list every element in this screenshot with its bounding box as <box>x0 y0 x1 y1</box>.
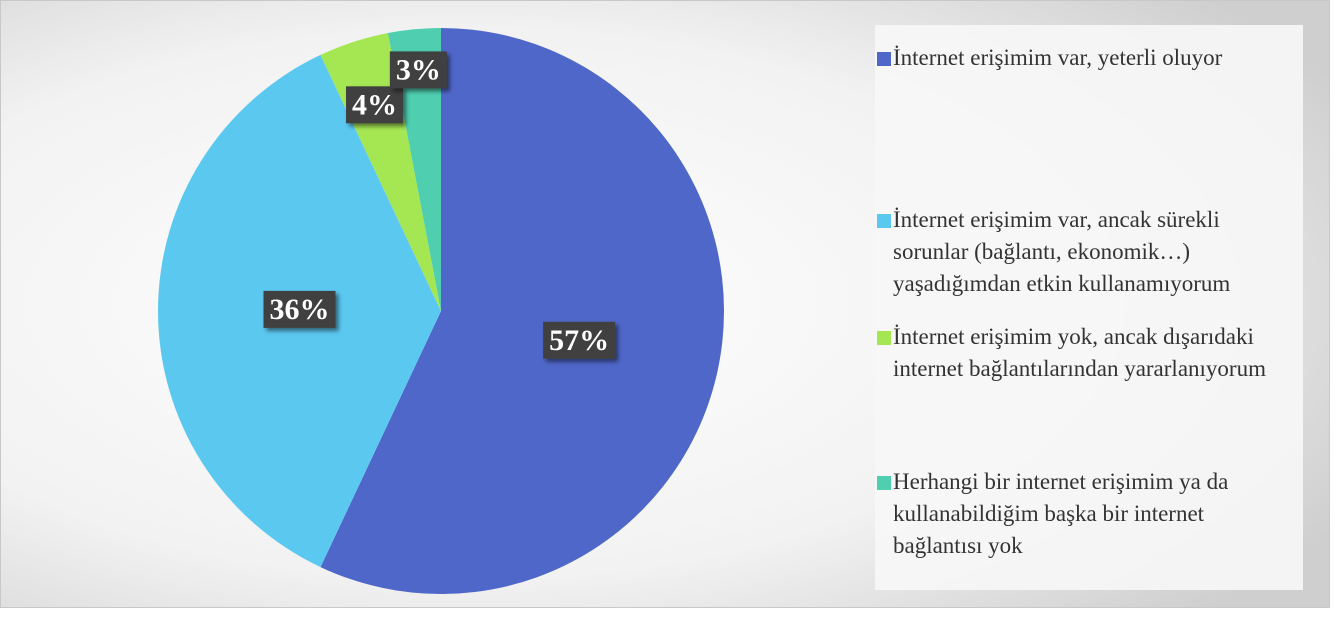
legend-item: İnternet erişimim var, ancak sürekli sor… <box>877 204 1293 300</box>
legend-swatch <box>877 331 891 345</box>
data-label: 3% <box>389 51 447 89</box>
legend-item: İnternet erişimim yok, ancak dışarıdaki … <box>877 321 1293 385</box>
legend-label: İnternet erişimim var, ancak sürekli sor… <box>893 207 1231 296</box>
data-label-box <box>346 86 404 124</box>
legend-swatch <box>877 476 891 490</box>
data-label-text: 4% <box>352 88 397 121</box>
legend-label: Herhangi bir internet erişimim ya da kul… <box>893 469 1229 558</box>
data-label-box <box>389 51 447 89</box>
legend-item: İnternet erişimim var, yeterli oluyor <box>877 42 1293 74</box>
data-label: 36% <box>263 290 336 328</box>
legend-swatch <box>877 52 891 66</box>
legend-background <box>875 25 1303 590</box>
data-label: 4% <box>346 86 404 124</box>
data-label-text: 57% <box>549 324 609 357</box>
data-label-text: 3% <box>396 53 441 86</box>
legend-item: Herhangi bir internet erişimim ya da kul… <box>877 466 1293 562</box>
legend-swatch <box>877 214 891 228</box>
data-label-text: 36% <box>270 293 330 326</box>
data-label-box <box>543 321 616 359</box>
legend-label: İnternet erişimim var, yeterli oluyor <box>893 45 1223 70</box>
data-label: 57% <box>543 321 616 359</box>
data-label-box <box>263 290 336 328</box>
pie-slice <box>320 28 724 594</box>
legend-label: İnternet erişimim yok, ancak dışarıdaki … <box>893 324 1266 381</box>
